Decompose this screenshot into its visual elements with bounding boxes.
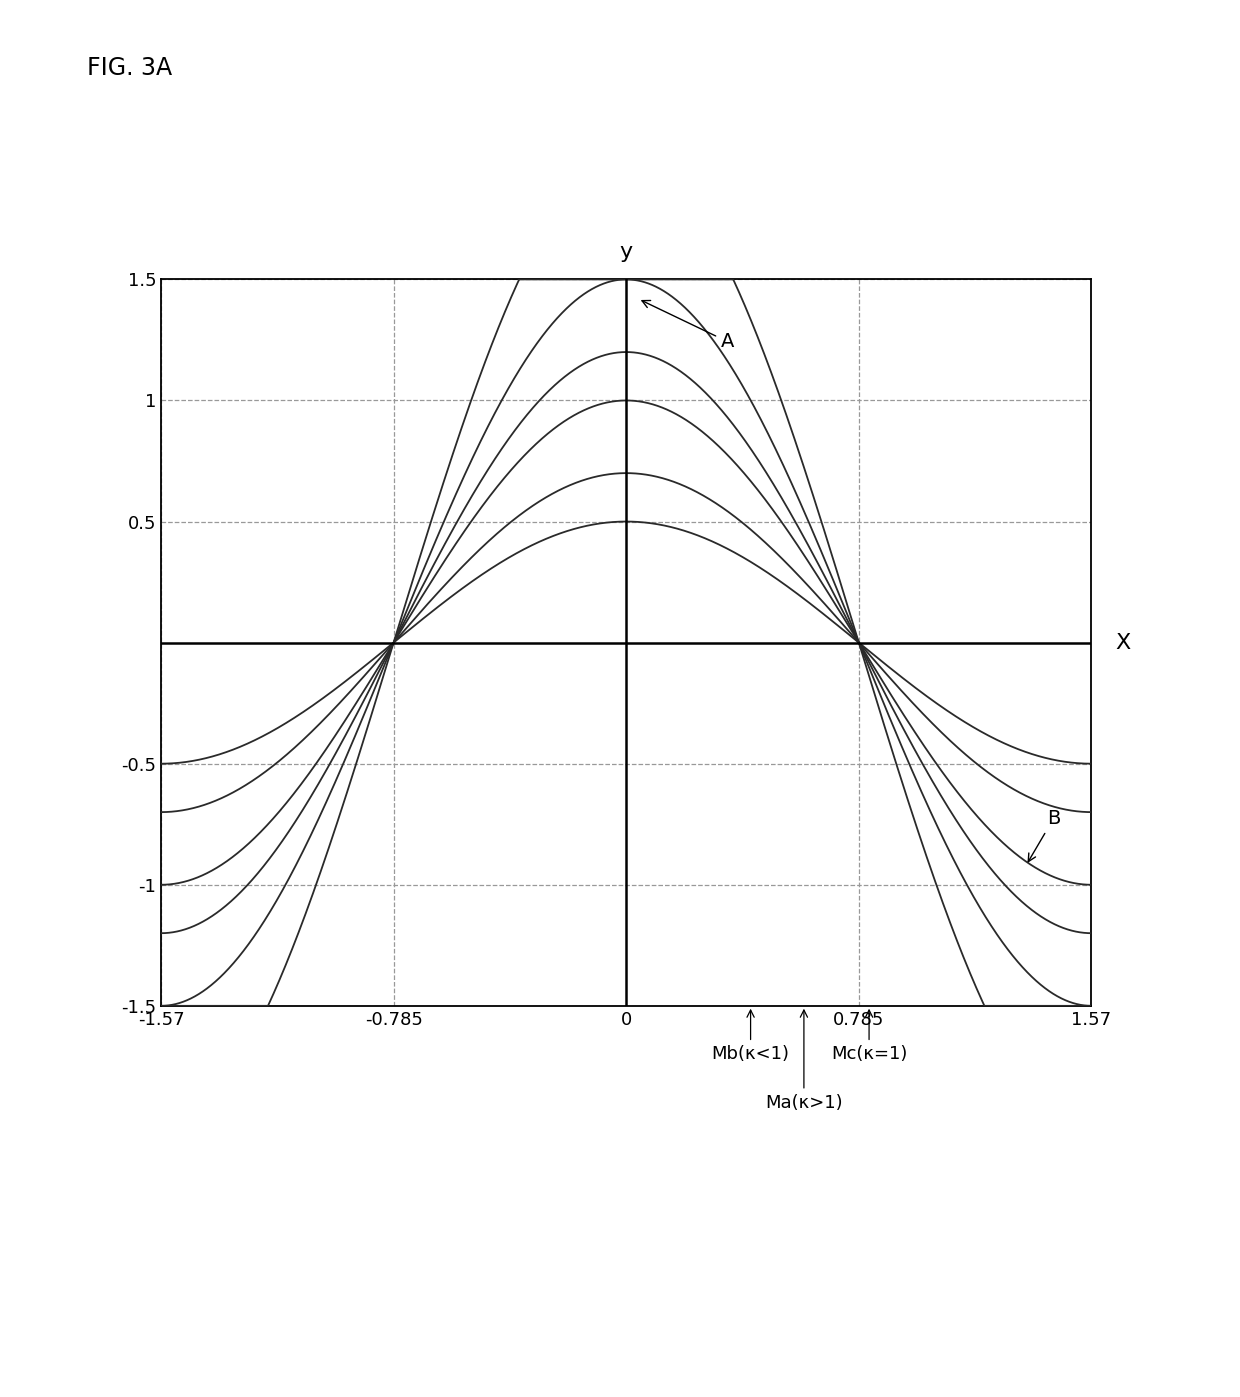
Text: Mb(κ<1): Mb(κ<1): [712, 1010, 790, 1063]
Text: A: A: [642, 300, 734, 351]
Text: y: y: [620, 243, 632, 263]
Text: X: X: [1115, 633, 1130, 652]
Text: B: B: [1028, 809, 1060, 862]
Text: Mc(κ=1): Mc(κ=1): [831, 1010, 908, 1063]
Text: Ma(κ>1): Ma(κ>1): [765, 1010, 843, 1112]
Text: FIG. 3A: FIG. 3A: [87, 56, 172, 80]
